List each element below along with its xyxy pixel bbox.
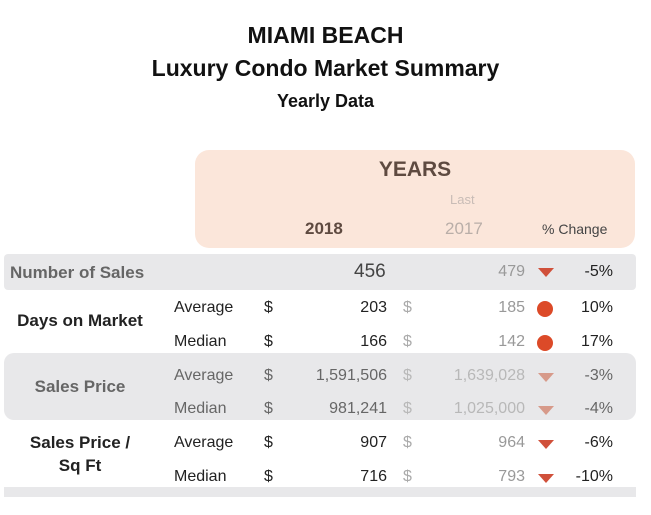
cell-change: 17%	[580, 333, 613, 350]
stat-label: Average	[174, 367, 234, 384]
cell-previous: 479	[498, 263, 525, 280]
cell-previous: 793	[498, 468, 525, 485]
currency: $	[403, 434, 412, 451]
subtitle-period: Yearly Data	[276, 91, 375, 111]
cell-change: 10%	[580, 299, 613, 316]
currency: $	[403, 468, 412, 485]
down-triangle-icon	[538, 406, 554, 415]
cell-change: -4%	[584, 400, 613, 417]
currency: $	[264, 400, 273, 417]
stat-label: Median	[174, 468, 227, 485]
stat-label: Average	[174, 299, 234, 316]
header-2017: 2017	[445, 219, 483, 238]
currency: $	[264, 367, 273, 384]
stat-label: Median	[174, 333, 227, 350]
group-label: Days on Market	[17, 311, 143, 330]
header-panel	[195, 150, 635, 248]
group-label-line2: Sq Ft	[58, 456, 102, 475]
currency: $	[403, 333, 412, 350]
cell-previous: 185	[498, 299, 525, 316]
subtitle: Luxury Condo Market Summary	[151, 55, 500, 81]
group-label: Sales Price	[34, 377, 126, 396]
currency: $	[403, 400, 412, 417]
title: MIAMI BEACH	[247, 22, 404, 48]
cell-current: 907	[360, 434, 387, 451]
circle-up-icon	[537, 301, 553, 317]
header-change: % Change	[542, 221, 608, 237]
circle-up-icon	[537, 335, 553, 351]
cell-previous: 964	[498, 434, 525, 451]
cell-current: 456	[354, 261, 386, 282]
cell-current: 981,241	[329, 400, 387, 417]
cell-change: -3%	[584, 367, 613, 384]
currency: $	[403, 367, 412, 384]
down-triangle-icon	[538, 268, 554, 277]
currency: $	[264, 468, 273, 485]
currency: $	[264, 333, 273, 350]
cell-previous: 1,025,000	[453, 400, 525, 417]
header-last: Last	[450, 192, 475, 207]
cell-current: 716	[360, 468, 387, 485]
row-band	[4, 254, 636, 290]
cell-current: 1,591,506	[315, 367, 387, 384]
header-2018: 2018	[305, 219, 343, 238]
stat-label: Average	[174, 434, 234, 451]
cell-change: -5%	[584, 263, 613, 280]
row-band	[4, 353, 636, 420]
down-triangle-icon	[538, 474, 554, 483]
currency: $	[403, 299, 412, 316]
currency: $	[264, 434, 273, 451]
down-triangle-icon	[538, 440, 554, 449]
stat-label: Median	[174, 400, 227, 417]
cell-change: -6%	[584, 434, 613, 451]
header-years: YEARS	[378, 158, 452, 181]
cell-previous: 1,639,028	[453, 367, 525, 384]
bottom-bar	[4, 487, 636, 497]
cell-current: 166	[360, 333, 387, 350]
group-label: Number of Sales	[10, 263, 145, 282]
currency: $	[264, 299, 273, 316]
down-triangle-icon	[538, 373, 554, 382]
cell-previous: 142	[498, 333, 525, 350]
cell-current: 203	[360, 299, 387, 316]
cell-change: -10%	[575, 468, 613, 485]
group-label-line1: Sales Price /	[29, 433, 131, 452]
